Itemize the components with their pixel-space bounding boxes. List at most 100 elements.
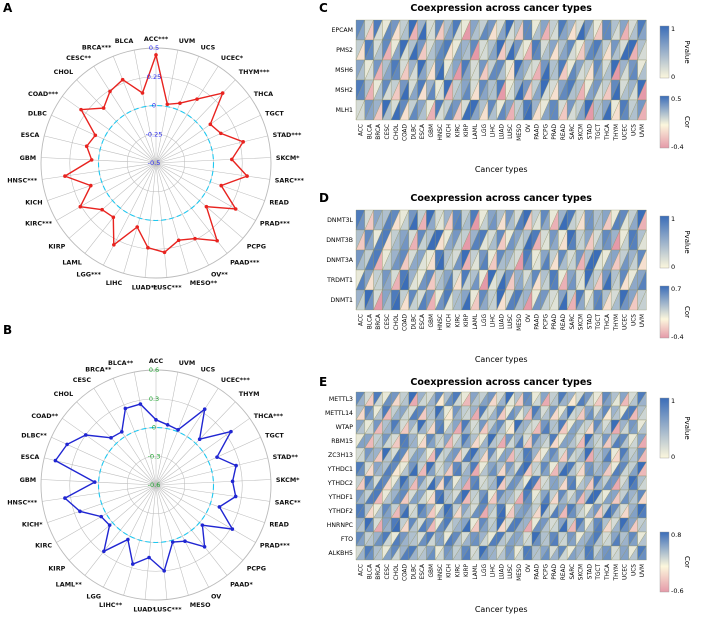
svg-text:LUSC: LUSC — [508, 314, 514, 329]
svg-text:KIRP: KIRP — [464, 314, 470, 328]
svg-text:TGCT: TGCT — [596, 564, 602, 581]
svg-text:1: 1 — [671, 25, 675, 33]
svg-text:ESCA: ESCA — [420, 564, 426, 579]
svg-text:CESC: CESC — [385, 124, 391, 139]
svg-text:LAML**: LAML** — [56, 580, 83, 588]
cancer-type-labels: ACC BLCA BRCA CESC CHOL COAD DLBC ESCA GBM HNSC KI… — [359, 563, 647, 581]
svg-text:0: 0 — [152, 102, 156, 110]
svg-text:STAD: STAD — [587, 313, 593, 329]
svg-text:ACC: ACC — [359, 124, 365, 136]
svg-text:CESC: CESC — [73, 376, 92, 384]
svg-text:PAAD: PAAD — [535, 313, 541, 329]
svg-text:COAD**: COAD** — [31, 412, 59, 420]
svg-text:KICH: KICH — [447, 124, 453, 138]
svg-text:KIRC: KIRC — [35, 542, 52, 550]
svg-text:HNSC***: HNSC*** — [7, 499, 38, 507]
radar-tick-labels: 0.5 0.25 0 -0.25 -0.5 — [146, 44, 163, 167]
svg-text:MSH6: MSH6 — [335, 67, 353, 74]
svg-text:PCPG: PCPG — [543, 313, 549, 329]
svg-text:KICH: KICH — [447, 564, 453, 578]
svg-text:0.3: 0.3 — [149, 395, 159, 403]
svg-text:READ: READ — [269, 199, 289, 207]
svg-text:KIRP: KIRP — [48, 565, 65, 573]
svg-text:LAML: LAML — [473, 563, 479, 579]
svg-text:ACC***: ACC*** — [144, 35, 169, 43]
svg-text:KICH: KICH — [25, 199, 42, 207]
svg-text:LIHC: LIHC — [106, 279, 123, 287]
svg-text:TGCT: TGCT — [265, 432, 284, 440]
svg-text:THYM: THYM — [614, 314, 620, 331]
svg-text:ESCA: ESCA — [420, 124, 426, 139]
radar-series-points — [63, 53, 249, 255]
svg-text:THCA: THCA — [254, 90, 273, 98]
svg-text:-0.4: -0.4 — [671, 143, 684, 151]
svg-text:GBM: GBM — [429, 124, 435, 137]
svg-text:THYM: THYM — [239, 390, 260, 398]
svg-text:UCEC*: UCEC* — [221, 54, 244, 62]
svg-text:READ: READ — [561, 123, 567, 140]
svg-text:SARC: SARC — [570, 564, 576, 580]
x-axis-title: Cancer types — [475, 355, 528, 364]
svg-text:GBM: GBM — [429, 314, 435, 327]
svg-text:TGCT: TGCT — [596, 124, 602, 141]
radar-category-labels: ACC*** UVM UCS UCEC* THYM*** THCA TGCT STAD*** S… — [7, 35, 304, 291]
svg-text:DNMT1: DNMT1 — [331, 297, 354, 304]
svg-text:-0.5: -0.5 — [148, 159, 161, 167]
svg-text:KIRP: KIRP — [464, 124, 470, 138]
svg-text:DNMT3L: DNMT3L — [327, 217, 353, 224]
svg-text:EPCAM: EPCAM — [331, 27, 353, 34]
svg-text:UCEC: UCEC — [623, 314, 629, 330]
svg-text:BLCA**: BLCA** — [108, 359, 134, 367]
svg-text:OV: OV — [526, 314, 532, 322]
svg-text:HNSC: HNSC — [438, 314, 444, 330]
radar-series-points — [53, 402, 238, 573]
svg-text:LUAD*: LUAD* — [133, 605, 156, 613]
svg-text:READ: READ — [561, 563, 567, 580]
svg-text:0.8: 0.8 — [671, 531, 681, 539]
svg-text:PRAD: PRAD — [552, 313, 558, 329]
cell-cor-triangle — [637, 289, 647, 311]
cell-cor-triangle — [637, 545, 647, 561]
panel-c-label: C — [319, 1, 328, 15]
svg-text:LIHC: LIHC — [491, 314, 497, 327]
svg-text:0.5: 0.5 — [149, 44, 159, 52]
svg-text:OV: OV — [526, 564, 532, 572]
svg-text:LIHC: LIHC — [491, 564, 497, 577]
svg-text:BLCA: BLCA — [367, 314, 373, 329]
radar-zero-ring — [97, 426, 215, 544]
svg-text:OV: OV — [526, 124, 532, 132]
legend-pvalue: 1 0 Pvalue — [659, 397, 691, 461]
svg-text:CESC: CESC — [385, 564, 391, 579]
svg-text:CESC**: CESC** — [66, 54, 92, 62]
svg-text:MESO: MESO — [190, 601, 211, 609]
svg-text:LUAD**: LUAD** — [132, 283, 158, 291]
svg-text:UCS: UCS — [631, 124, 637, 136]
svg-text:SKCM: SKCM — [579, 564, 585, 580]
svg-text:KIRC***: KIRC*** — [25, 220, 53, 228]
svg-text:SKCM*: SKCM* — [276, 154, 300, 162]
svg-text:THYM: THYM — [614, 564, 620, 581]
heatmap-title: Coexpression across cancer types — [410, 3, 592, 14]
svg-text:0: 0 — [671, 73, 675, 81]
svg-text:LGG: LGG — [482, 123, 488, 136]
svg-text:SARC***: SARC*** — [275, 177, 305, 185]
heatmap-title: Coexpression across cancer types — [410, 377, 592, 388]
svg-text:LGG: LGG — [482, 563, 488, 576]
heatmap-chart-d: Coexpression across cancer typesDNMT3LDN… — [326, 193, 691, 364]
radar-chart-a: 0.5 0.25 0 -0.25 -0.5 ACC*** UVM UCS UCEC* THYM**… — [7, 35, 304, 291]
svg-text:BRCA: BRCA — [376, 314, 382, 330]
svg-text:ALKBH5: ALKBH5 — [328, 550, 353, 557]
svg-text:DLBC: DLBC — [411, 564, 417, 580]
svg-text:KICH: KICH — [447, 314, 453, 328]
pvalue-colorbar — [659, 215, 670, 269]
svg-text:UCS: UCS — [201, 44, 216, 52]
svg-text:UVM: UVM — [640, 564, 646, 577]
svg-text:KIRP: KIRP — [464, 564, 470, 578]
svg-text:PRAD: PRAD — [552, 123, 558, 139]
svg-text:CHOL: CHOL — [394, 123, 400, 140]
svg-text:LUAD: LUAD — [499, 313, 505, 329]
svg-text:Pvalue: Pvalue — [683, 416, 691, 439]
svg-text:LAML: LAML — [473, 123, 479, 139]
svg-text:TGCT: TGCT — [265, 110, 284, 118]
